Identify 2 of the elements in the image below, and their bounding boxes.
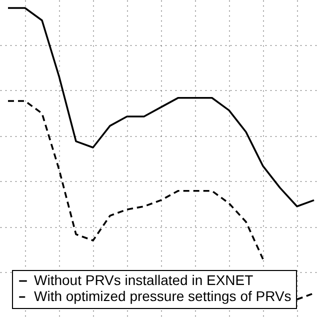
legend-label: Without PRVs installated in EXNET bbox=[34, 272, 254, 288]
legend-label: With optimized pressure settings of PRVs bbox=[34, 288, 292, 304]
